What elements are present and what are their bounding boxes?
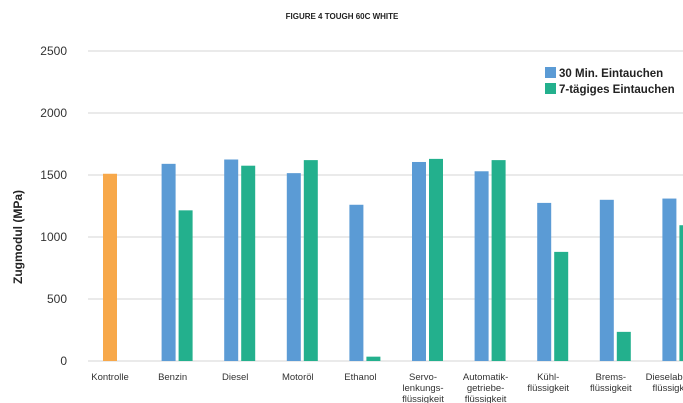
bar-30min: [349, 205, 363, 361]
x-tick-label-line: Automatik-: [463, 372, 508, 383]
gridlines: [88, 51, 683, 361]
y-tick-labels: 0 500 1000 1500 2000 2500: [40, 44, 67, 368]
bar-30min: [600, 200, 614, 361]
bar-7days: [492, 160, 506, 361]
bar-30min: [224, 160, 238, 362]
bar-7days: [554, 252, 568, 361]
bar-7days: [241, 166, 255, 361]
x-tick-label: Brems-flüssigkeit: [590, 372, 632, 394]
y-axis-label: Zugmodul (MPa): [11, 190, 25, 284]
bar-7days: [429, 159, 443, 361]
x-tick-label-line: flüssigkeit: [402, 394, 444, 403]
x-tick-label-line: flüssigkeit: [590, 383, 632, 394]
x-tick-label-line: Benzin: [158, 372, 187, 383]
legend: 30 Min. Eintauchen 7-tägiges Eintauchen: [545, 67, 675, 96]
bar-7days: [617, 332, 631, 361]
x-tick-label: Ethanol: [344, 372, 376, 383]
bar-30min: [475, 171, 489, 361]
x-tick-label-line: Dieselabgas-: [646, 372, 683, 383]
y-tick-label: 2500: [40, 44, 67, 58]
x-tick-label-line: Motoröl: [282, 372, 314, 383]
bars: [103, 159, 683, 361]
y-tick-label: 2000: [40, 106, 67, 120]
x-tick-label-line: Servo-: [409, 372, 437, 383]
bar-30min: [162, 164, 176, 361]
x-tick-labels: Kontrolle Benzin Diesel Motoröl Ethanol Servo…: [91, 372, 683, 403]
bar-7days: [179, 210, 193, 361]
bar-7days: [366, 357, 380, 361]
legend-swatch-7days: [545, 83, 556, 94]
x-tick-label-line: getriebe-: [467, 383, 505, 394]
bar-30min: [412, 162, 426, 361]
x-tick-label-line: flüssigkeit: [653, 383, 683, 394]
x-tick-label: Kontrolle: [91, 372, 129, 383]
x-tick-label-line: Ethanol: [344, 372, 376, 383]
x-tick-label: Dieselabgas-flüssigkeit: [646, 372, 683, 394]
legend-swatch-30min: [545, 67, 556, 78]
y-tick-label: 0: [60, 354, 67, 368]
bar-control: [103, 174, 117, 361]
bar-7days: [304, 160, 318, 361]
x-tick-label-line: lenkungs-: [402, 383, 443, 394]
x-tick-label: Servo-lenkungs-flüssigkeit: [402, 372, 444, 403]
bar-30min: [287, 173, 301, 361]
x-tick-label: Automatik-getriebe-flüssigkeit: [463, 372, 508, 403]
x-tick-label: Motoröl: [282, 372, 314, 383]
legend-label-30min: 30 Min. Eintauchen: [559, 68, 663, 80]
x-tick-label: Benzin: [158, 372, 187, 383]
x-tick-label-line: Brems-: [595, 372, 626, 383]
y-tick-label: 1000: [40, 230, 67, 244]
chart-title: FIGURE 4 TOUGH 60C WHITE: [286, 12, 399, 21]
legend-label-7days: 7-tägiges Eintauchen: [559, 84, 675, 96]
y-tick-label: 500: [47, 292, 67, 306]
y-tick-label: 1500: [40, 168, 67, 182]
x-tick-label-line: Diesel: [222, 372, 248, 383]
x-tick-label: Kühl-flüssigkeit: [527, 372, 569, 394]
x-tick-label-line: flüssigkeit: [527, 383, 569, 394]
x-tick-label-line: Kühl-: [537, 372, 559, 383]
bar-30min: [662, 199, 676, 361]
x-tick-label-line: flüssigkeit: [465, 394, 507, 403]
x-tick-label: Diesel: [222, 372, 248, 383]
bar-7days: [679, 225, 683, 361]
x-tick-label-line: Kontrolle: [91, 372, 129, 383]
bar-30min: [537, 203, 551, 361]
